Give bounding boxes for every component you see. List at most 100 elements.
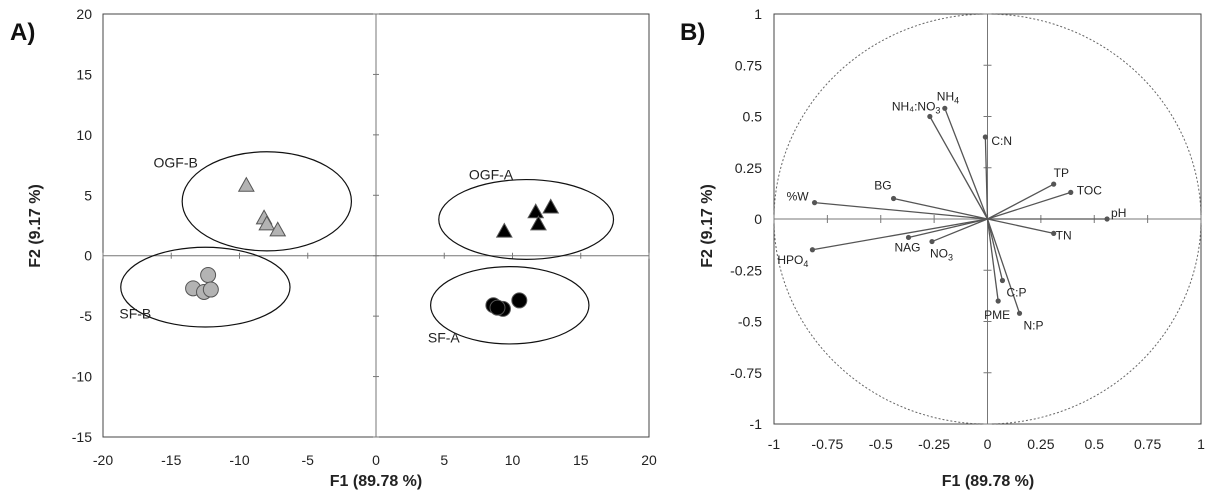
panel-b-vector-line <box>908 218 988 239</box>
panel-b-y-tick-label: 0.5 <box>743 109 763 125</box>
panel-b-vector-line <box>986 218 999 302</box>
panel-b-vector-endpoint <box>890 195 897 202</box>
panel-b-label: B) <box>680 19 705 46</box>
panel-a: A) -20 -15 -10 -5 0 5 10 15 20 -15-10-505101520 … <box>10 6 657 490</box>
panel-b-vector-label-text: C:P <box>1006 286 1026 300</box>
panel-b-vector-line <box>944 108 989 220</box>
panel-b-vector-label-text: N:P <box>1024 318 1044 332</box>
panel-a-point-triangle <box>542 198 560 214</box>
panel-a-group-label: OGF-A <box>469 167 514 183</box>
panel-b-vector-label: pH <box>1111 206 1126 220</box>
panel-b-vector-line <box>984 136 989 220</box>
panel-a-group-label: OGF-B <box>154 154 198 170</box>
panel-a-point-circle <box>511 292 528 309</box>
panel-b-x-tick-label: -1 <box>768 436 781 452</box>
panel-a-ellipses <box>120 151 615 345</box>
panel-b-vector-label: NAG <box>895 240 921 254</box>
panel-a-point-triangle <box>237 176 255 192</box>
panel-a-axes <box>103 14 649 437</box>
panel-b-vector-label-subscript: 4 <box>803 259 808 269</box>
panel-b-vector-endpoint <box>1104 216 1110 222</box>
panel-b-vector-label: C:N <box>991 134 1012 148</box>
panel-b-y-tick-label: -0.25 <box>730 262 762 278</box>
panel-a-x-tick-label: 20 <box>641 452 657 468</box>
panel-a-x-ticks: -20 -15 -10 -5 0 5 10 15 20 <box>93 252 657 468</box>
panel-a-group-label: SF-A <box>428 330 461 346</box>
panel-b-y-tick-label: -0.75 <box>730 365 762 381</box>
panel-a-y-tick-label: 15 <box>76 66 92 82</box>
panel-a-y-tick-label: 0 <box>84 248 92 264</box>
panel-b-x-tick-label: 1 <box>1197 436 1205 452</box>
panel-b-vector-endpoint <box>1016 310 1023 316</box>
panel-b-vector-line <box>931 218 988 243</box>
panel-b-vector-label: HPO4 <box>777 253 808 269</box>
panel-b-vector-endpoint <box>995 298 1001 304</box>
panel-b-vector-label-text: NH₄:NO <box>892 100 936 114</box>
panel-b-vector-line <box>986 218 1004 281</box>
panel-b-vector-endpoint <box>999 277 1006 284</box>
panel-a-x-tick-label: -15 <box>161 452 181 468</box>
panel-a-x-tick-label: -10 <box>229 452 249 468</box>
panel-b-vector-label-text: TN <box>1056 228 1072 242</box>
panel-a-y-tick-label: -15 <box>72 429 92 445</box>
panel-b-vector-endpoint <box>927 113 933 120</box>
panel-a-y-axis-title: F2 (9.17 %) <box>27 184 44 268</box>
panel-b-vector-label-text: BG <box>874 179 891 193</box>
panel-b-vector-label: N:P <box>1024 318 1044 332</box>
panel-a-point-circle <box>489 299 506 316</box>
panel-b-vector-line <box>929 116 989 220</box>
panel-b-vector-label-subscript: 3 <box>948 253 953 263</box>
panel-a-point-triangle <box>495 222 513 238</box>
panel-a-point-triangle <box>527 203 545 219</box>
panel-a-x-tick-label: -20 <box>93 452 113 468</box>
panel-b-vector-label-text: %W <box>787 190 810 204</box>
panel-b-vector-endpoint <box>1051 181 1057 187</box>
panel-b-x-tick-label: 0.75 <box>1134 436 1161 452</box>
panel-a-point-triangle <box>258 215 276 231</box>
panel-b-y-tick-label: 0 <box>754 211 762 227</box>
panel-b-vector-line <box>893 197 988 220</box>
panel-b-vector-label: TOC <box>1077 183 1102 197</box>
panel-a-point-triangle <box>269 221 287 237</box>
panel-b-vector-endpoint <box>942 105 948 111</box>
panel-b-vector-endpoint <box>811 200 818 206</box>
panel-b-vector-label: NO3 <box>930 247 953 263</box>
panel-a-x-tick-label: 5 <box>440 452 448 468</box>
panel-b-vector-label-text: NH <box>937 89 954 103</box>
panel-b-vector-label: TN <box>1056 228 1072 242</box>
panel-b-vector-label-text: NO <box>930 247 948 261</box>
panel-b-vector-label: NH4 <box>937 89 959 105</box>
panel-b: B) -1 -0.75 -0.5 -0.25 0 0.25 0.5 0.75 1 -1 -0.75… <box>680 6 1205 490</box>
panel-a-group-label: SF-B <box>119 306 151 322</box>
panel-b-vector-endpoint <box>929 238 935 245</box>
panel-b-y-ticks: -1 -0.75 -0.5 -0.25 0 0.25 0.5 0.75 1 <box>730 6 992 432</box>
panel-b-vector-line <box>814 201 988 220</box>
panel-b-vector-label: TP <box>1054 166 1069 180</box>
panel-a-y-tick-label: -5 <box>80 308 93 324</box>
panel-a-ellipse <box>429 265 590 345</box>
panel-b-vector-endpoint <box>1068 189 1074 195</box>
panel-b-vector-label-text: HPO <box>777 253 803 267</box>
panel-b-x-axis-title: F1 (89.78 %) <box>942 473 1034 490</box>
panel-a-point-circle <box>200 267 217 284</box>
panel-b-vector-label-text: NAG <box>895 240 921 254</box>
panel-b-vector-line <box>986 218 1021 314</box>
panel-b-vector-label: BG <box>874 179 891 193</box>
panel-b-x-ticks: -1 -0.75 -0.5 -0.25 0 0.25 0.5 0.75 1 <box>768 215 1205 452</box>
panel-b-vectors <box>809 105 1110 316</box>
panel-b-x-tick-label: -0.5 <box>869 436 893 452</box>
panel-b-y-axis-title: F2 (9.17 %) <box>699 184 716 268</box>
panel-b-x-tick-label: 0.5 <box>1085 436 1105 452</box>
panel-b-vector-label-text: TOC <box>1077 183 1102 197</box>
panel-b-vector-label-text: C:N <box>991 134 1012 148</box>
panel-b-vector-endpoint <box>1051 230 1057 236</box>
panel-a-y-tick-label: 20 <box>76 6 92 22</box>
panel-a-points <box>185 176 560 317</box>
panel-b-vector-label-text: PME <box>984 308 1010 322</box>
panel-b-y-tick-label: -0.5 <box>738 314 762 330</box>
panel-b-x-tick-label: -0.25 <box>918 436 950 452</box>
panel-a-point-triangle <box>529 215 547 231</box>
panel-a-x-tick-label: 0 <box>372 452 380 468</box>
